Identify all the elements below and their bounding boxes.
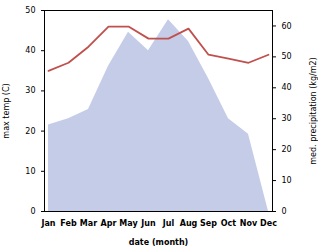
svg-text:Feb: Feb [60, 219, 77, 228]
svg-text:Aug: Aug [180, 219, 198, 228]
svg-text:Jun: Jun [140, 219, 156, 228]
svg-text:Sep: Sep [200, 219, 217, 228]
svg-text:20: 20 [25, 127, 35, 136]
svg-text:10: 10 [282, 176, 292, 185]
svg-text:Mar: Mar [80, 219, 97, 228]
svg-text:50: 50 [25, 6, 35, 15]
svg-text:40: 40 [282, 83, 292, 92]
svg-text:Nov: Nov [240, 219, 258, 228]
svg-text:0: 0 [282, 207, 287, 216]
svg-text:40: 40 [25, 46, 35, 55]
svg-text:May: May [119, 219, 138, 228]
svg-text:0: 0 [30, 207, 35, 216]
svg-text:30: 30 [25, 86, 35, 95]
svg-text:Jan: Jan [40, 219, 55, 228]
svg-text:10: 10 [25, 167, 35, 176]
svg-text:Jul: Jul [162, 219, 175, 228]
svg-text:Dec: Dec [260, 219, 277, 228]
svg-text:60: 60 [282, 22, 292, 31]
svg-text:med. precipitation (kg/m2): med. precipitation (kg/m2) [309, 57, 318, 164]
svg-text:Apr: Apr [101, 219, 117, 228]
svg-text:date (month): date (month) [129, 238, 189, 247]
svg-text:Oct: Oct [221, 219, 237, 228]
svg-text:20: 20 [282, 145, 292, 154]
svg-text:30: 30 [282, 114, 292, 123]
svg-text:max temp (C): max temp (C) [2, 83, 11, 138]
svg-text:50: 50 [282, 52, 292, 61]
